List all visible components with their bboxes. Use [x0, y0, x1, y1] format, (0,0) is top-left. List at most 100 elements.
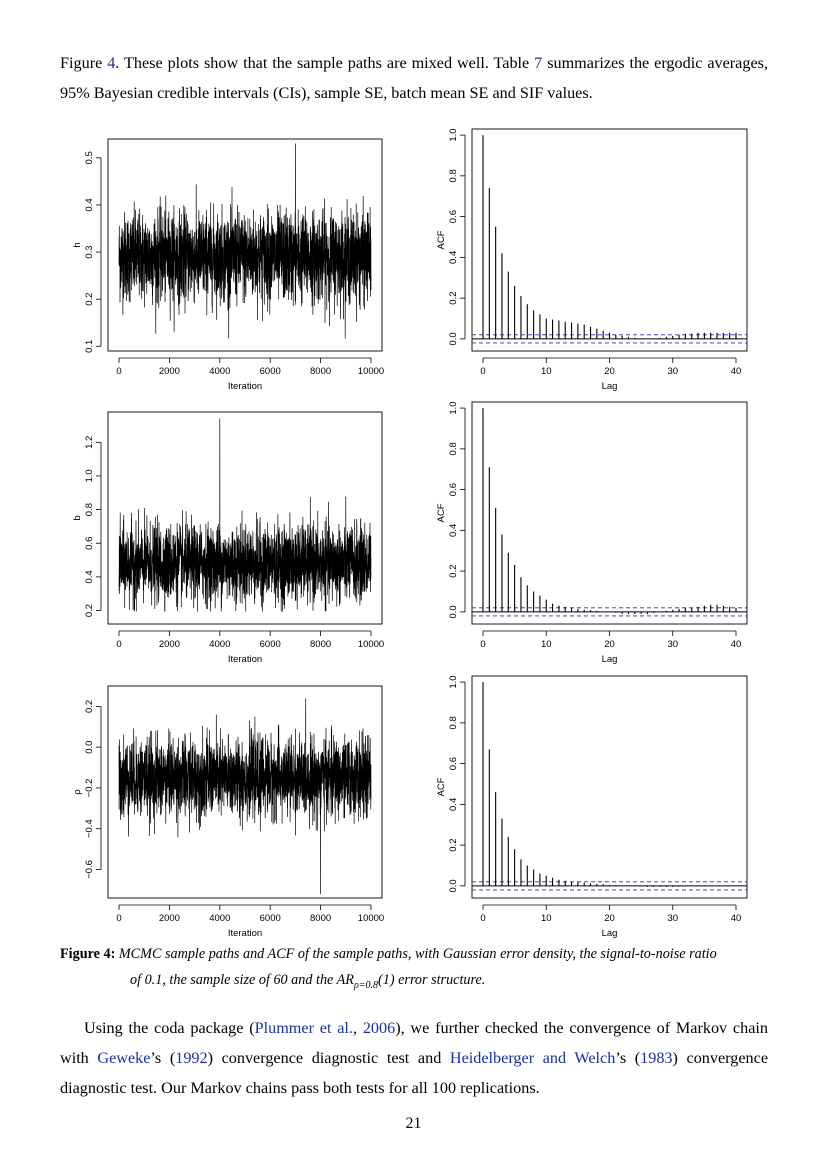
text-run: ), we further checked the convergence of… — [60, 1019, 768, 1067]
y-tick-label: 0.3 — [84, 245, 95, 258]
y-tick-label: 1.0 — [84, 469, 95, 482]
y-axis-label: h — [72, 242, 83, 247]
caption-text: (1) error structure. — [378, 972, 486, 988]
x-axis-label: Iteration — [228, 654, 262, 665]
acf-h-panel: 0 10 20 30 40 Lag 0.0 0.2 0.4 0.6 0.8 1.0 ACF — [436, 128, 748, 392]
y-axis-label: ACF — [436, 230, 447, 249]
plot-frame — [471, 401, 748, 625]
y-tick-label: 0.2 — [448, 292, 459, 305]
y-tick-label: 1.0 — [448, 401, 459, 414]
y-tick-label: 0.4 — [448, 798, 459, 811]
trace-line — [118, 143, 372, 339]
x-tick-label: 20 — [604, 366, 615, 377]
x-tick-label: 0 — [116, 639, 121, 650]
x-tick-label: 8000 — [310, 639, 331, 650]
text-run: Figure — [60, 54, 108, 72]
trace-rho-panel: 0 2000 4000 6000 8000 10000 Iteration −0.6 −0.4 −… — [72, 685, 384, 939]
y-tick-label: 0.6 — [448, 210, 459, 223]
page-number: 21 — [405, 1115, 422, 1132]
y-tick-label: 0.0 — [448, 879, 459, 892]
x-tick-label: 40 — [731, 366, 742, 377]
table-ref-link[interactable]: 7 — [534, 54, 543, 72]
x-tick-label: 4000 — [209, 366, 230, 377]
x-tick-label: 2000 — [159, 913, 180, 924]
x-tick-label: 4000 — [209, 913, 230, 924]
y-tick-label: 1.0 — [448, 128, 459, 141]
x-axis-label: Lag — [602, 654, 618, 665]
y-tick-label: −0.2 — [84, 779, 95, 798]
text-run: ’s ( — [150, 1049, 176, 1067]
x-tick-label: 0 — [480, 639, 485, 650]
intro-paragraph: Figure 4. These plots show that the samp… — [60, 48, 768, 108]
x-axis-label: Lag — [602, 381, 618, 392]
y-tick-label: 0.6 — [448, 757, 459, 770]
x-tick-label: 8000 — [310, 366, 331, 377]
y-tick-label: 0.4 — [84, 570, 95, 583]
figure-caption: Figure 4: MCMC sample paths and ACF of t… — [60, 941, 770, 999]
citation-link-heidelberger[interactable]: Heidelberger and Welch — [449, 1049, 616, 1067]
text-run: summarizes the ergodic averages, 95% Bay… — [60, 54, 768, 102]
x-tick-label: 6000 — [260, 366, 281, 377]
x-tick-label: 8000 — [310, 913, 331, 924]
text-run: ) convergence diagnostic test and — [207, 1049, 450, 1067]
y-tick-label: 0.1 — [84, 340, 95, 353]
x-tick-label: 6000 — [260, 913, 281, 924]
x-tick-label: 2000 — [159, 366, 180, 377]
y-tick-label: 0.4 — [84, 198, 95, 211]
text-run: Using the coda package ( — [84, 1019, 255, 1037]
y-tick-label: 0.6 — [448, 483, 459, 496]
y-tick-label: 0.2 — [84, 700, 95, 713]
x-tick-label: 20 — [604, 913, 615, 924]
x-tick-label: 0 — [480, 366, 485, 377]
x-tick-label: 40 — [731, 639, 742, 650]
acf-b-panel: 0 10 20 30 40 Lag 0.0 0.2 0.4 0.6 0.8 1.0 ACF — [436, 401, 748, 665]
x-tick-label: 0 — [116, 366, 121, 377]
y-tick-label: 0.4 — [448, 524, 459, 537]
x-tick-label: 20 — [604, 639, 615, 650]
y-tick-label: 0.6 — [84, 537, 95, 550]
y-tick-label: 1.0 — [448, 675, 459, 688]
plot-frame — [107, 685, 383, 899]
trace-line — [118, 418, 372, 612]
y-tick-label: 0.8 — [84, 503, 95, 516]
plot-frame — [107, 411, 383, 625]
caption-label: Figure 4: — [60, 946, 116, 962]
citation-year-link[interactable]: 1992 — [175, 1049, 208, 1067]
x-tick-label: 10 — [541, 366, 552, 377]
citation-year-link[interactable]: 1983 — [640, 1049, 673, 1067]
x-axis-label: Lag — [602, 928, 618, 939]
y-tick-label: 0.2 — [448, 839, 459, 852]
caption-line1: MCMC sample paths and ACF of the sample … — [118, 946, 717, 962]
coda-paragraph: Using the coda package (Plummer et al., … — [60, 1013, 768, 1103]
y-tick-label: 0.2 — [84, 293, 95, 306]
x-tick-label: 10000 — [358, 366, 384, 377]
x-tick-label: 30 — [667, 913, 678, 924]
x-tick-label: 4000 — [209, 639, 230, 650]
citation-link-geweke[interactable]: Geweke — [97, 1049, 151, 1067]
y-tick-label: 0.2 — [84, 604, 95, 617]
text-run: , — [352, 1019, 363, 1037]
figure-ref-link[interactable]: 4 — [107, 54, 116, 72]
y-tick-label: 0.2 — [448, 565, 459, 578]
y-tick-label: −0.4 — [84, 819, 95, 838]
x-tick-label: 6000 — [260, 639, 281, 650]
text-run: . These plots show that the sample paths… — [115, 54, 535, 72]
y-axis-label: b — [72, 515, 83, 520]
x-tick-label: 10000 — [358, 913, 384, 924]
text-run: ’s ( — [615, 1049, 641, 1067]
x-tick-label: 2000 — [159, 639, 180, 650]
y-tick-label: 0.8 — [448, 169, 459, 182]
x-tick-label: 10000 — [358, 639, 384, 650]
caption-line2: of 0.1, the sample size of 60 and the AR… — [60, 967, 770, 999]
y-tick-label: 0.4 — [448, 251, 459, 264]
plot-frame — [471, 128, 748, 352]
citation-link-plummer[interactable]: Plummer et al. — [254, 1019, 353, 1037]
y-tick-label: 0.0 — [84, 741, 95, 754]
y-tick-label: 1.2 — [84, 436, 95, 449]
citation-year-link[interactable]: 2006 — [362, 1019, 396, 1037]
caption-text: of 0.1, the sample size of 60 and the AR — [130, 972, 354, 988]
trace-line — [118, 698, 372, 895]
x-axis-label: Iteration — [228, 381, 262, 392]
y-tick-label: 0.0 — [448, 332, 459, 345]
